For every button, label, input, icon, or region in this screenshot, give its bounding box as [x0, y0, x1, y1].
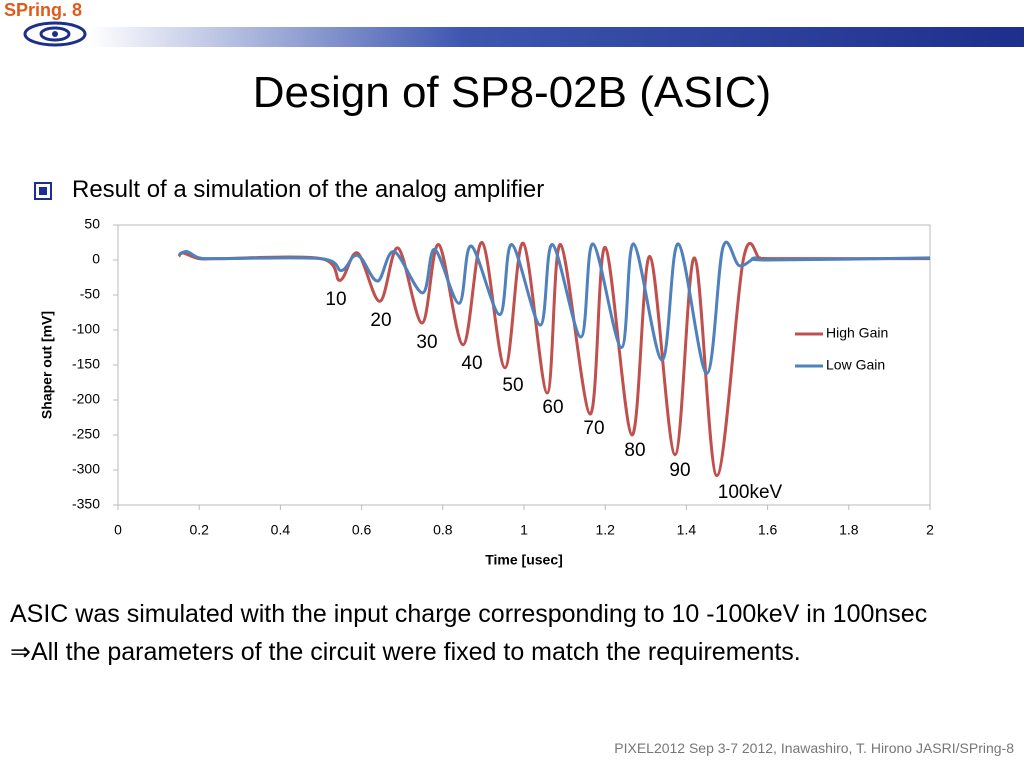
y-tick-label: 50 — [84, 216, 100, 232]
line-series — [178, 240, 931, 375]
annotation: 60 — [542, 397, 563, 418]
x-tick-label: 1.6 — [758, 522, 778, 538]
body-text: ASIC was simulated with the input charge… — [10, 595, 1010, 671]
y-axis-title: Shaper out [mV] — [39, 311, 55, 419]
x-tick-label: 1.8 — [839, 522, 859, 538]
y-tick-label: -300 — [72, 461, 100, 477]
x-tick-label: 2 — [926, 522, 934, 538]
annotation: 100keV — [718, 482, 783, 503]
annotation: 70 — [583, 418, 604, 439]
annotation: 50 — [502, 375, 523, 396]
logo-text: SPring. 8 — [4, 0, 83, 20]
x-tick-label: 0.2 — [189, 522, 209, 538]
x-tick-label: 0.4 — [271, 522, 291, 538]
x-axis-title: Time [usec] — [485, 552, 563, 568]
x-tick-label: 1.2 — [595, 522, 615, 538]
body-line: ⇒All the parameters of the circuit were … — [10, 638, 801, 666]
y-tick-label: -50 — [80, 286, 100, 302]
legend-label: High Gain — [826, 325, 888, 341]
line-series — [177, 240, 931, 478]
annotation: 20 — [370, 310, 391, 331]
annotation: 40 — [461, 353, 482, 374]
x-tick-label: 0 — [114, 522, 122, 538]
logo-icon — [23, 21, 87, 47]
x-tick-label: 1 — [520, 522, 528, 538]
y-tick-label: -200 — [72, 391, 100, 407]
annotation: 30 — [416, 332, 437, 353]
annotation: 10 — [325, 289, 346, 310]
y-tick-label: -100 — [72, 321, 100, 337]
footer: PIXEL2012 Sep 3-7 2012, Inawashiro, T. H… — [614, 740, 1014, 756]
header-band — [90, 27, 1024, 47]
annotation: 90 — [669, 460, 690, 481]
slide-title: Design of SP8-02B (ASIC) — [252, 68, 772, 117]
x-tick-label: 0.8 — [433, 522, 453, 538]
body-line: ASIC was simulated with the input charge… — [10, 600, 928, 628]
y-tick-label: 0 — [92, 251, 100, 267]
legend-label: Low Gain — [826, 357, 885, 373]
annotation: 80 — [624, 440, 645, 461]
y-tick-label: -150 — [72, 356, 100, 372]
bullet-text: Result of a simulation of the analog amp… — [72, 176, 545, 203]
x-tick-label: 0.6 — [352, 522, 372, 538]
y-tick-label: -250 — [72, 426, 100, 442]
bullet-icon — [34, 182, 52, 200]
x-tick-label: 1.4 — [677, 522, 697, 538]
y-tick-label: -350 — [72, 496, 100, 512]
chart: Time [usec] Shaper out [mV] -350 -300 -250… — [39, 216, 934, 568]
